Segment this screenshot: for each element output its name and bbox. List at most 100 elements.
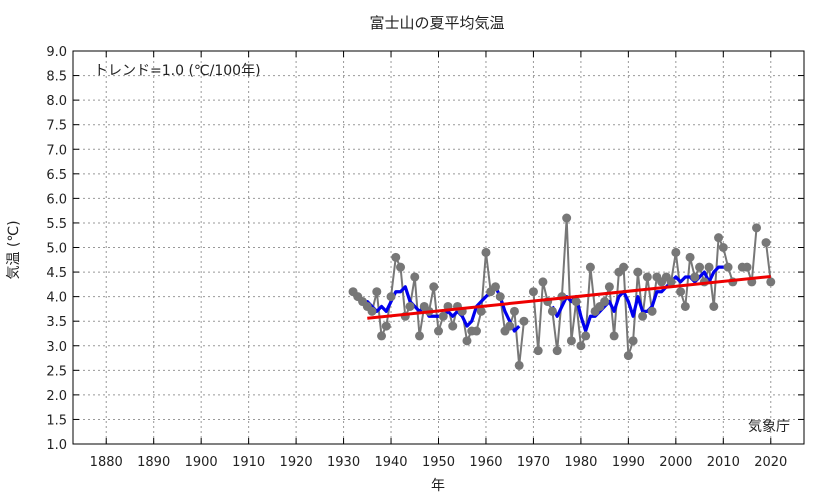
annual-point [761,238,771,248]
annual-point [752,223,762,233]
y-tick-label: 6.5 [46,168,67,183]
annual-point [562,213,572,223]
annual-point [396,262,406,272]
annual-point [538,277,548,287]
y-tick-label: 6.0 [46,192,67,207]
x-tick-label: 2000 [659,455,692,470]
y-tick-label: 4.5 [46,266,67,281]
annual-point [410,272,420,282]
data-series [348,213,776,370]
x-tick-label: 1880 [90,455,123,470]
annual-point [680,301,690,311]
annual-point [666,277,676,287]
annual-point [628,336,638,346]
y-tick-label: 2.0 [46,389,67,404]
annual-point [619,262,629,272]
annual-point [718,243,728,252]
annual-point [600,297,610,307]
annual-point [490,282,500,292]
annual-point [377,331,387,341]
x-tick-label: 1980 [564,455,597,470]
annual-point [405,301,415,311]
annual-point [471,326,481,336]
annual-point [642,272,652,282]
y-tick-label: 7.5 [46,119,67,134]
y-axis: 1.0 1.5 2.0 2.5 3.0 3.5 4.0 4.5 5.0 5.5 6.0 6.5 7.0 7… [46,45,804,453]
y-tick-label: 9.0 [46,45,67,60]
annual-point [434,326,443,336]
x-tick-label: 1970 [517,455,550,470]
annual-point [604,282,614,292]
y-tick-label: 8.5 [46,70,67,85]
annual-point [704,262,714,272]
x-tick-label: 1930 [327,455,360,470]
x-tick-label: 1990 [612,455,645,470]
annual-point [576,341,586,351]
annual-point [695,262,705,272]
annual-point [495,292,505,302]
x-tick-label: 1920 [280,455,313,470]
x-tick-label: 1890 [137,455,170,470]
annual-point [533,346,543,356]
annual-point [647,306,657,316]
annual-point [381,321,391,331]
annual-point [742,262,752,272]
annual-point [714,233,724,243]
x-axis-label: 年 [431,478,445,494]
x-tick-label: 1900 [185,455,218,470]
annual-point [514,360,524,370]
credit-label: 気象庁 [748,419,790,435]
annual-point [462,336,472,346]
annual-point [505,321,515,331]
y-tick-label: 3.5 [46,315,67,330]
trend-annotation: トレンド=1.0 (℃/100年) [94,63,261,79]
annual-point [638,311,648,321]
annual-point [386,292,396,302]
annual-point [585,262,595,272]
annual-point [519,316,529,326]
y-tick-label: 7.0 [46,143,67,158]
annual-point [372,287,382,297]
x-tick-label: 1940 [374,455,407,470]
annual-point [766,277,776,287]
x-tick-label: 2010 [707,455,740,470]
annual-point [528,287,538,297]
annual-point [547,306,557,316]
annual-point [676,287,686,297]
x-axis: 1880 1890 1900 1910 1920 1930 1940 1950 1960 1970… [90,51,787,470]
annual-point [723,262,733,272]
annual-point [571,297,581,307]
annual-point [481,247,491,257]
annual-point [685,252,695,262]
annual-point [476,306,486,316]
annual-point [429,282,439,292]
y-tick-label: 8.0 [46,94,67,109]
annual-point [391,252,401,262]
annual-point [448,321,458,331]
trend-line [367,274,771,320]
annual-point [690,272,700,282]
x-tick-label: 1960 [469,455,502,470]
y-tick-label: 2.5 [46,364,67,379]
annual-point [671,247,681,257]
annual-point [633,267,643,277]
annual-point [623,351,633,361]
y-tick-label: 3.0 [46,340,67,355]
y-tick-label: 1.0 [46,438,67,453]
x-tick-label: 2020 [754,455,787,470]
annual-point [552,346,562,356]
y-axis-label: 気温 (℃) [6,220,22,279]
y-tick-label: 1.5 [46,413,67,428]
y-tick-label: 4.0 [46,291,67,306]
annual-point [367,306,377,316]
annual-point [609,331,619,341]
annual-point [581,331,591,341]
y-tick-label: 5.0 [46,242,67,257]
annual-point [566,336,576,346]
y-tick-label: 5.5 [46,217,67,232]
annual-point [709,301,719,311]
chart-title: 富士山の夏平均気温 [369,14,504,32]
x-tick-label: 1950 [422,455,455,470]
annual-point [438,311,448,321]
